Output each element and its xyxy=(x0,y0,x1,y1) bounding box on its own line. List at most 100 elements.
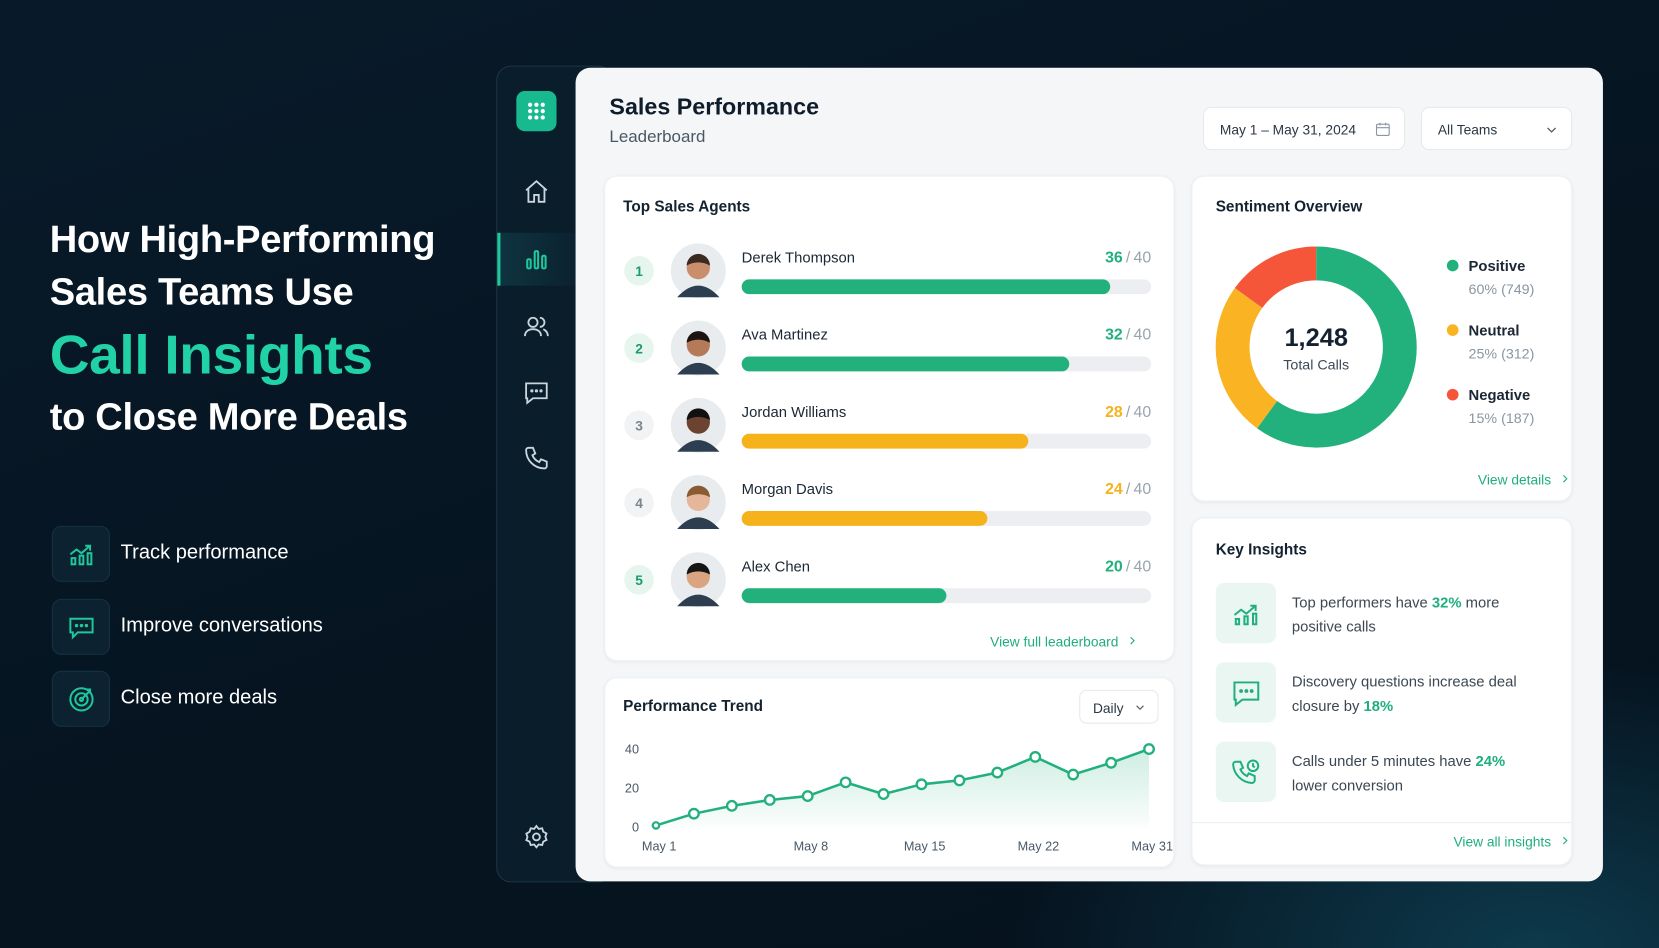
score-value: 24 xyxy=(1105,480,1123,499)
link-text: View details xyxy=(1477,471,1552,488)
trend-point xyxy=(953,774,966,787)
feature-label: Improve conversations xyxy=(120,614,323,637)
icon xyxy=(1232,680,1259,707)
insight-text: Discovery questions increase deal closur… xyxy=(1292,670,1537,719)
trend-point xyxy=(915,778,928,791)
donut-center-value: 1,248 xyxy=(1284,324,1348,352)
rank-badge: 3 xyxy=(624,410,654,441)
trend-point xyxy=(687,807,700,820)
score-value: 28 xyxy=(1105,403,1123,422)
avatar-hair xyxy=(686,562,710,575)
y-tick-label: 20 xyxy=(625,781,639,795)
hero-line: to Close More Deals xyxy=(49,394,408,439)
agent-name: Derek Thompson xyxy=(741,248,856,266)
avatar xyxy=(668,472,728,533)
trend-point xyxy=(801,790,814,802)
score-bar xyxy=(741,279,1111,295)
agent-name: Morgan Davis xyxy=(741,480,834,498)
x-tick-label: May 1 xyxy=(642,840,677,854)
score-separator: / xyxy=(1125,557,1131,576)
leaderboard-link[interactable]: View full leaderboard xyxy=(990,634,1139,650)
divider xyxy=(1192,822,1572,824)
score-max: 40 xyxy=(1133,403,1152,422)
nav-calls[interactable] xyxy=(523,444,551,472)
feature-label: Track performance xyxy=(120,541,289,564)
score-max: 40 xyxy=(1133,248,1152,267)
insight-text-part: more positive calls xyxy=(1291,593,1500,635)
team-filter[interactable]: All Teams xyxy=(1420,106,1573,151)
legend-dot xyxy=(1446,388,1459,401)
insights-link[interactable]: View all insights xyxy=(1453,834,1572,850)
avatar xyxy=(668,318,728,378)
hero-line: Sales Teams Use xyxy=(49,269,354,314)
app-logo[interactable] xyxy=(516,90,557,132)
trend-point xyxy=(1067,768,1080,781)
avatar-hair xyxy=(686,485,710,498)
legend-label: Positive xyxy=(1469,259,1526,275)
avatar-body xyxy=(677,362,720,375)
card-title: Sentiment Overview xyxy=(1215,198,1363,216)
avatar-body xyxy=(677,440,720,452)
insight-text-part: lower conversion xyxy=(1291,776,1404,794)
sentiment-card xyxy=(1191,175,1573,502)
trend-point xyxy=(991,766,1004,779)
details-link[interactable]: View details xyxy=(1478,472,1572,488)
score-bar xyxy=(741,433,1029,449)
insight-highlight: 18% xyxy=(1363,697,1394,715)
trend-point xyxy=(1105,756,1118,769)
trend-point xyxy=(725,799,738,812)
legend-dot xyxy=(1446,259,1459,272)
rank-badge: 2 xyxy=(624,333,654,363)
score-bar xyxy=(741,588,947,604)
score-value: 20 xyxy=(1105,557,1123,576)
score-max: 40 xyxy=(1133,325,1152,344)
avatar xyxy=(668,241,728,301)
score-bar xyxy=(741,356,1070,372)
agent-score: 28/40 xyxy=(1105,403,1151,421)
nav-team[interactable] xyxy=(523,313,551,341)
page-title: Sales Performance xyxy=(609,93,820,120)
agent-score: 32/40 xyxy=(1105,326,1151,344)
nav-analytics[interactable] xyxy=(523,245,551,273)
period-label: Daily xyxy=(1092,700,1124,717)
date-filter[interactable]: May 1 – May 31, 2024 xyxy=(1202,106,1406,151)
avatar xyxy=(668,550,728,610)
link-text: View full leaderboard xyxy=(990,633,1119,650)
legend-label: Neutral xyxy=(1469,323,1520,339)
period-select[interactable]: Daily xyxy=(1079,689,1159,724)
donut-center-label: Total Calls xyxy=(1283,357,1349,373)
y-tick-label: 0 xyxy=(632,821,639,835)
trend-point xyxy=(763,794,776,806)
avatar-body xyxy=(677,594,720,607)
x-tick-label: May 8 xyxy=(794,840,829,854)
donut-segment xyxy=(1234,246,1317,309)
legend-label: Negative xyxy=(1469,388,1531,404)
link-text: View all insights xyxy=(1453,833,1552,850)
page-subtitle: Leaderboard xyxy=(609,128,706,147)
score-separator: / xyxy=(1125,325,1131,344)
y-tick-label: 40 xyxy=(625,742,639,756)
avatar-body xyxy=(677,517,720,530)
agent-name: Ava Martinez xyxy=(741,325,828,343)
trend-point xyxy=(1143,743,1155,756)
x-tick-label: May 22 xyxy=(1018,840,1060,854)
icon xyxy=(1233,604,1257,625)
avatar xyxy=(668,395,728,455)
insight-text: Calls under 5 minutes have 24% lower con… xyxy=(1292,749,1537,798)
nav-home[interactable] xyxy=(523,178,551,206)
score-value: 36 xyxy=(1105,248,1123,267)
nav-messages[interactable] xyxy=(523,379,551,407)
legend-value: 25% (312) xyxy=(1469,347,1535,363)
nav-active xyxy=(497,232,576,286)
agent-name: Alex Chen xyxy=(741,557,811,575)
card-title: Performance Trend xyxy=(623,698,764,716)
feature-icon xyxy=(51,598,111,655)
x-tick-label: May 15 xyxy=(904,840,946,854)
legend-value: 15% (187) xyxy=(1469,411,1535,427)
insight-icon xyxy=(1215,741,1276,802)
donut-segment xyxy=(1257,246,1417,448)
nav-settings[interactable] xyxy=(523,823,551,851)
avatar-hair xyxy=(686,408,710,421)
agent-score: 36/40 xyxy=(1105,249,1151,267)
